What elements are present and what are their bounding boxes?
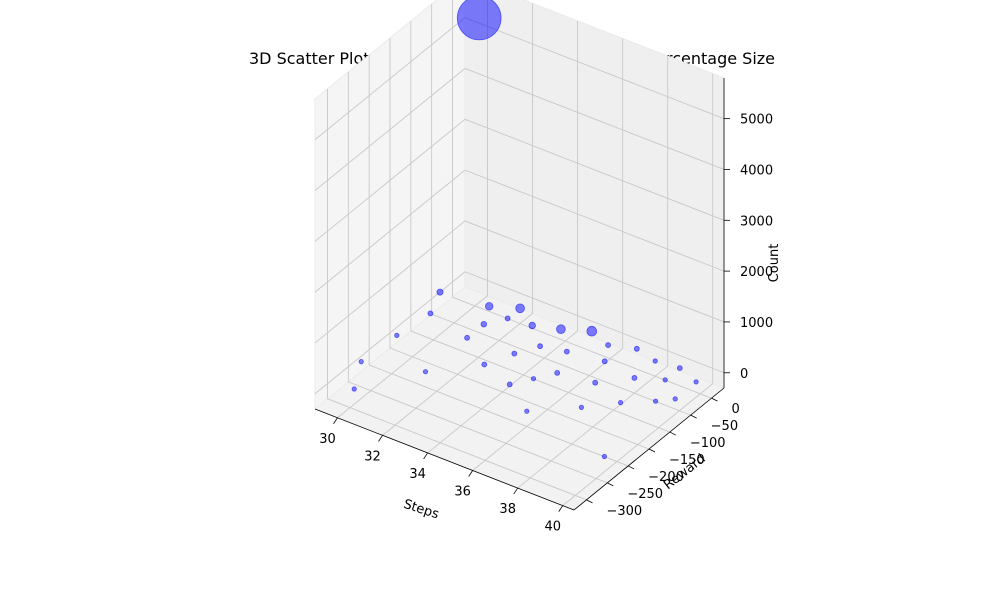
x-tick-label: 32 xyxy=(364,449,381,464)
y-tick-label: −100 xyxy=(690,436,726,451)
data-point xyxy=(617,399,624,406)
z-grid-left xyxy=(314,68,466,191)
data-point xyxy=(456,0,502,41)
data-point xyxy=(464,334,471,341)
z-tick-label: 5000 xyxy=(740,113,773,128)
x-tick-mark xyxy=(333,417,338,425)
x-tick-label: 40 xyxy=(544,520,561,535)
y-grid-floor xyxy=(452,296,712,399)
y-tick-mark xyxy=(648,448,656,453)
tick-labels: 30 32 34 36 38 40 0 −50 −100 −150 −200 −250 −300 0 100… xyxy=(319,113,773,535)
y-tick-label: −300 xyxy=(607,504,643,519)
data-point xyxy=(530,376,537,382)
data-point xyxy=(693,379,699,385)
y-tick-mark xyxy=(690,414,697,419)
data-point xyxy=(578,404,585,410)
z-grid-back xyxy=(464,17,725,120)
data-point xyxy=(652,358,658,364)
y-grid-floor xyxy=(389,347,650,450)
z-grid-left xyxy=(314,220,466,344)
x-tick-mark xyxy=(513,487,519,495)
data-point xyxy=(652,398,659,404)
data-point xyxy=(556,324,566,335)
z-tick-label: 4000 xyxy=(740,163,773,178)
data-point xyxy=(485,302,494,311)
z-grid-left xyxy=(314,118,466,242)
y-tick-label: −250 xyxy=(627,487,663,502)
data-point xyxy=(537,343,543,350)
z-grid-left xyxy=(314,169,466,293)
data-point xyxy=(358,358,364,365)
y-tick-mark xyxy=(607,482,614,487)
data-point xyxy=(633,345,640,352)
x-tick-mark xyxy=(468,470,473,477)
data-point xyxy=(394,332,400,338)
data-point xyxy=(601,453,608,460)
y-tick-label: −50 xyxy=(711,419,738,434)
x-tick-label: 34 xyxy=(409,467,426,482)
x-tick-mark xyxy=(558,505,564,512)
z-grid-back xyxy=(464,220,725,323)
y-grid-floor xyxy=(369,364,629,467)
data-point xyxy=(504,315,511,322)
data-point xyxy=(528,321,536,330)
x-tick-label: 36 xyxy=(454,484,471,499)
y-tick-mark xyxy=(711,397,718,402)
data-point xyxy=(672,396,678,402)
z-grid-back xyxy=(464,169,725,272)
x-axis-line xyxy=(314,408,575,511)
y-tick-mark xyxy=(627,465,635,470)
z-tick-label: 3000 xyxy=(740,214,773,229)
data-point xyxy=(554,369,561,376)
data-point xyxy=(631,374,638,381)
z-grid-left xyxy=(314,17,466,141)
data-point xyxy=(422,369,429,375)
axis-lines xyxy=(314,78,730,512)
y-tick-label: −150 xyxy=(669,453,705,468)
x-tick-label: 38 xyxy=(499,502,516,517)
y-tick-mark xyxy=(669,431,677,436)
x-tick-mark xyxy=(423,452,428,460)
z-axis-label: Count xyxy=(767,244,782,283)
data-point xyxy=(592,379,599,386)
y-grid-floor xyxy=(431,313,691,416)
y-tick-mark xyxy=(586,499,593,504)
z-grid-back xyxy=(464,118,725,221)
data-point xyxy=(586,325,598,337)
data-point xyxy=(506,381,513,388)
y-tick-label: −200 xyxy=(648,470,684,485)
z-grid-back xyxy=(464,68,725,170)
data-point xyxy=(662,377,668,383)
x-tick-label: 30 xyxy=(319,432,336,447)
data-point xyxy=(436,288,444,296)
data-point xyxy=(480,321,487,328)
y-tick-label: 0 xyxy=(732,402,740,417)
data-point xyxy=(601,358,608,365)
x-tick-mark xyxy=(378,435,383,442)
data-points xyxy=(351,0,699,460)
data-point xyxy=(676,365,683,372)
data-point xyxy=(481,361,488,368)
data-point xyxy=(511,350,518,357)
data-point xyxy=(605,342,611,349)
z-tick-label: 1000 xyxy=(740,316,773,331)
z-grid-back xyxy=(464,271,725,374)
y-grid-floor xyxy=(327,398,587,501)
z-tick-label: 0 xyxy=(740,367,748,382)
z-tick-label: 2000 xyxy=(740,265,773,280)
data-point xyxy=(524,408,530,414)
y-grid-floor xyxy=(410,330,670,433)
data-point xyxy=(515,303,525,314)
y-grid-floor xyxy=(348,381,608,484)
data-point xyxy=(427,310,434,317)
data-point xyxy=(351,386,357,392)
data-point xyxy=(563,348,570,355)
